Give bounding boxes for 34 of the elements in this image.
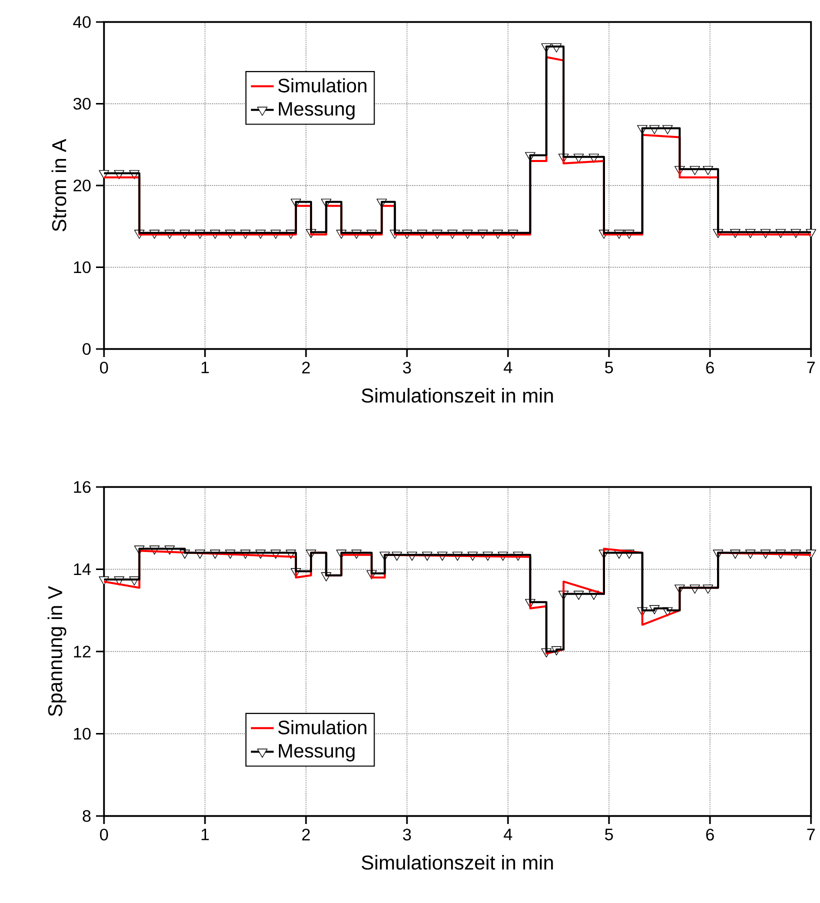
x-tick-label: 4 bbox=[504, 828, 512, 840]
x-tick-label: 4 bbox=[504, 362, 512, 374]
x-tick-label: 0 bbox=[100, 362, 108, 374]
y-tick-label: 40 bbox=[73, 16, 91, 28]
legend-label: Messung bbox=[278, 102, 355, 120]
x-tick-label: 6 bbox=[706, 828, 714, 841]
y-tick-label: 30 bbox=[73, 98, 91, 110]
y-tick-label: 16 bbox=[74, 481, 91, 493]
y-axis-title: Strom in A bbox=[52, 138, 66, 232]
x-tick-label: 2 bbox=[302, 828, 310, 840]
y-tick-label: 12 bbox=[74, 646, 90, 658]
y-tick-label: 8 bbox=[82, 810, 91, 822]
x-axis-title: Simulationszeit in min bbox=[362, 854, 553, 870]
x-tick-label: 2 bbox=[302, 362, 310, 374]
y-tick-label: 20 bbox=[74, 180, 91, 192]
legend-label: Simulation bbox=[278, 78, 366, 92]
y-tick-label: 0 bbox=[82, 343, 91, 355]
x-tick-label: 7 bbox=[807, 828, 815, 840]
x-tick-label: 1 bbox=[202, 828, 209, 840]
y-axis-title: Spannung in V bbox=[48, 586, 66, 716]
x-tick-label: 3 bbox=[402, 828, 411, 841]
y-tick-label: 10 bbox=[74, 728, 91, 740]
y-tick-label: 14 bbox=[74, 564, 91, 575]
x-tick-label: 5 bbox=[604, 828, 613, 840]
x-tick-label: 5 bbox=[604, 362, 613, 374]
y-tick-label: 10 bbox=[74, 261, 91, 274]
legend-label: Messung bbox=[278, 744, 355, 762]
x-tick-label: 1 bbox=[202, 362, 209, 374]
x-tick-label: 3 bbox=[402, 362, 411, 374]
legend-label: Simulation bbox=[278, 720, 366, 734]
x-tick-label: 7 bbox=[807, 362, 815, 374]
x-axis-title: Simulationszeit in min bbox=[362, 388, 553, 403]
x-tick-label: 6 bbox=[706, 362, 714, 374]
x-tick-label: 0 bbox=[100, 828, 108, 841]
